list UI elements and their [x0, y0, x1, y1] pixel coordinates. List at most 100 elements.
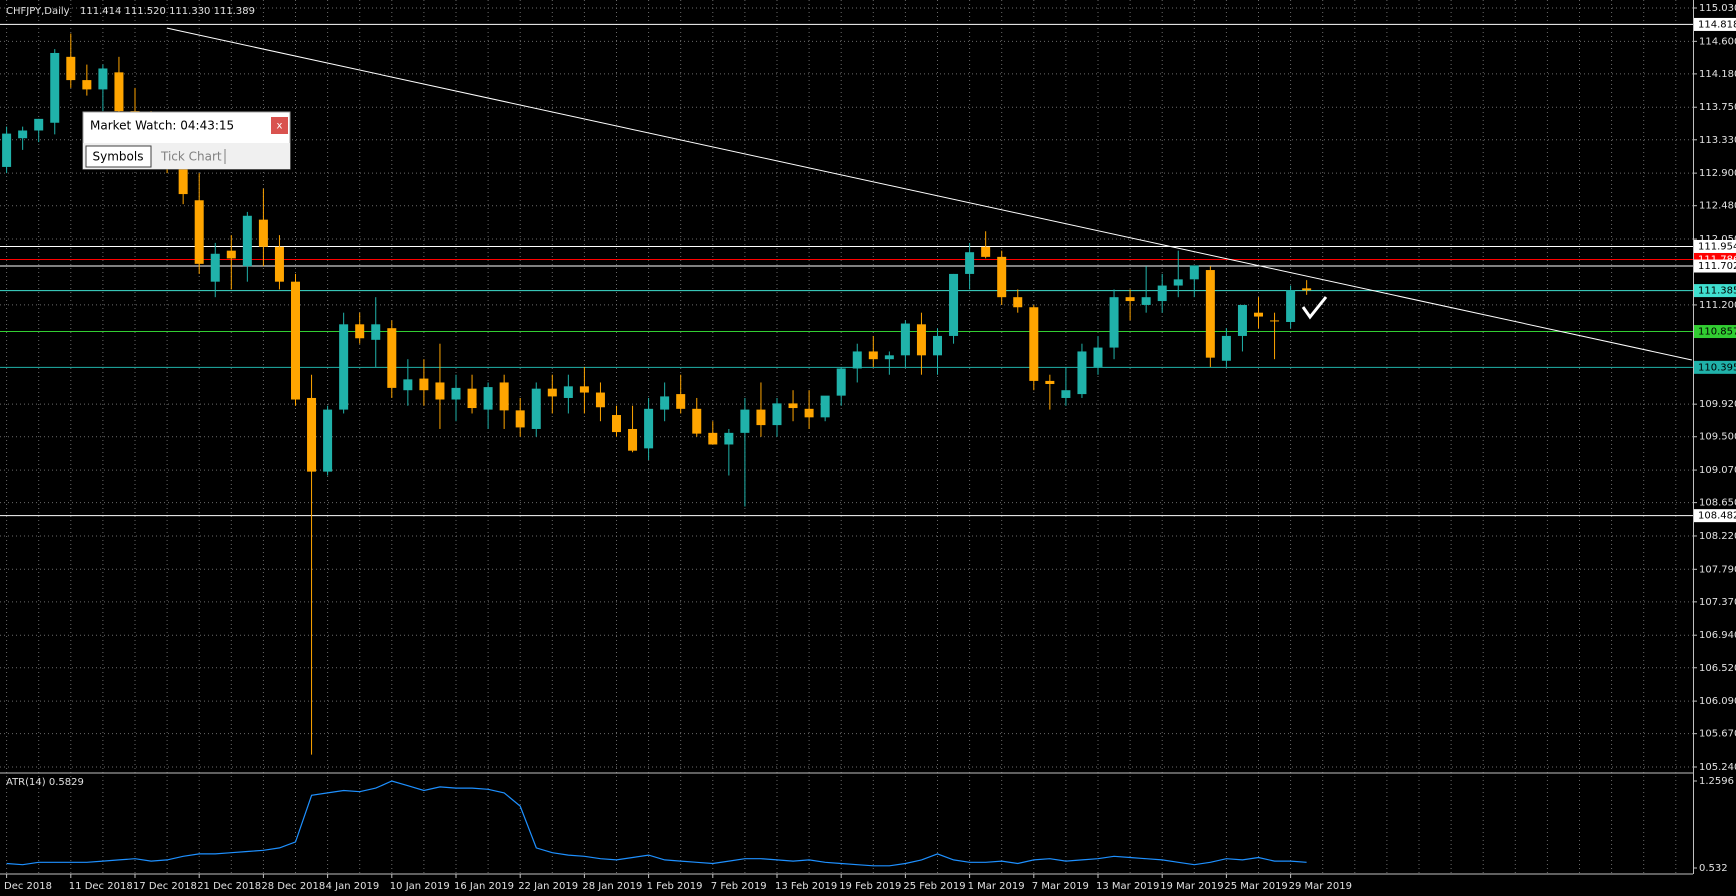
candle-body: [724, 432, 734, 445]
candle-body: [1189, 265, 1199, 280]
x-tick-label: 13 Mar 2019: [1096, 881, 1159, 892]
candle-body: [1302, 288, 1312, 291]
x-tick-label: 7 Mar 2019: [1032, 881, 1089, 892]
y-tick-label: 112.480: [1699, 201, 1736, 212]
candle-body: [435, 382, 445, 400]
level-label-box: [1694, 239, 1736, 253]
candle-body: [1237, 304, 1247, 336]
candle-body: [965, 252, 975, 274]
y-tick-label: 111.200: [1699, 300, 1736, 311]
candle-body: [18, 130, 28, 139]
y-tick-label: 112.050: [1699, 234, 1736, 245]
candle-body: [323, 409, 333, 472]
x-tick-label: 7 Feb 2019: [711, 881, 767, 892]
candle-body: [210, 253, 220, 282]
close-button[interactable]: [271, 117, 288, 134]
trendline: [166, 27, 1692, 361]
candle-body: [355, 324, 365, 339]
x-tick-label: 22 Jan 2019: [518, 881, 578, 892]
plot-area: [0, 23, 1693, 755]
candle-body: [884, 355, 894, 360]
candle-body: [387, 328, 397, 388]
candle-body: [997, 256, 1007, 298]
x-tick-label: 10 Jan 2019: [390, 881, 450, 892]
candle-body: [804, 408, 814, 418]
tab-label[interactable]: Symbols: [93, 150, 144, 164]
x-tick-label: 28 Dec 2018: [261, 881, 325, 892]
candle-body: [66, 56, 76, 81]
x-tick-label: 13 Feb 2019: [775, 881, 837, 892]
candle-body: [467, 388, 477, 409]
level-label-box: [1694, 284, 1736, 298]
atr-line: [6, 780, 1307, 867]
candle-body: [772, 403, 782, 426]
y-tick-label: 109.920: [1699, 399, 1736, 410]
y-tick-label: 108.220: [1699, 531, 1736, 542]
atr-panel: [6, 780, 1307, 867]
candle-body: [595, 392, 605, 408]
tab-active[interactable]: [85, 145, 152, 168]
candle-body: [194, 200, 204, 264]
level-label-box: [1694, 17, 1736, 31]
candle-body: [1061, 390, 1071, 398]
x-tick-label: 1 Mar 2019: [968, 881, 1025, 892]
x-tick-label: 16 Jan 2019: [454, 881, 514, 892]
candle-body: [1173, 279, 1183, 286]
candle-body: [499, 382, 509, 411]
candle-body: [2, 133, 12, 167]
candle-body: [483, 387, 493, 410]
candle-body: [1221, 335, 1231, 361]
x-tick-label: Dec 2018: [4, 881, 52, 892]
candle-body: [788, 403, 798, 409]
y-tick-label: 109.500: [1699, 432, 1736, 443]
level-label: 110.857: [1698, 327, 1736, 338]
candle-body: [756, 409, 766, 426]
candle-body: [114, 72, 124, 112]
y-tick-label: 115.030: [1699, 3, 1736, 14]
candle-body: [242, 215, 252, 267]
candle-body: [836, 368, 846, 396]
chart-title: CHFJPY,Daily: [6, 6, 70, 17]
tab-label[interactable]: Tick Chart: [160, 150, 222, 164]
candle-body: [740, 409, 750, 433]
candle-body: [949, 273, 959, 336]
candle-body: [531, 388, 541, 429]
candle-body: [1045, 380, 1055, 385]
y-tick-label: 1.2596: [1699, 776, 1734, 787]
candle-body: [547, 388, 557, 397]
candle-body: [660, 396, 670, 410]
candle-body: [82, 80, 92, 90]
candle-body: [1157, 285, 1167, 302]
candle-body: [339, 324, 349, 410]
y-tick-label: 105.670: [1699, 729, 1736, 740]
candle-body: [708, 432, 718, 445]
level-label-box: [1694, 360, 1736, 374]
candle-body: [1270, 320, 1280, 322]
y-tick-label: 114.180: [1699, 69, 1736, 80]
level-label-box: [1694, 325, 1736, 339]
y-tick-label: 112.900: [1699, 168, 1736, 179]
candle-body: [1093, 347, 1103, 367]
y-tick-label: 107.790: [1699, 564, 1736, 575]
x-tick-label: 11 Dec 2018: [69, 881, 133, 892]
level-label: 108.482: [1698, 511, 1736, 522]
window-title: Market Watch: 04:43:15: [90, 119, 234, 133]
candle-body: [226, 250, 236, 259]
indicator-title: ATR(14) 0.5829: [6, 777, 84, 788]
x-tick-label: 19 Mar 2019: [1160, 881, 1223, 892]
y-tick-label: 0.532: [1699, 863, 1728, 874]
candle-body: [579, 386, 589, 393]
x-tick-label: 25 Feb 2019: [903, 881, 965, 892]
level-label-box: [1694, 509, 1736, 523]
x-tick-label: 1 Feb 2019: [647, 881, 703, 892]
candle-body: [371, 324, 381, 340]
y-tick-label: 114.600: [1699, 36, 1736, 47]
level-label: 111.702: [1698, 261, 1736, 272]
candle-body: [274, 246, 284, 282]
candle-body: [451, 387, 461, 400]
y-tick-label: 106.520: [1699, 663, 1736, 674]
y-tick-label: 108.650: [1699, 498, 1736, 509]
close-label[interactable]: x: [277, 121, 283, 132]
candle-body: [1254, 312, 1263, 317]
x-tick-label: 28 Jan 2019: [582, 881, 642, 892]
